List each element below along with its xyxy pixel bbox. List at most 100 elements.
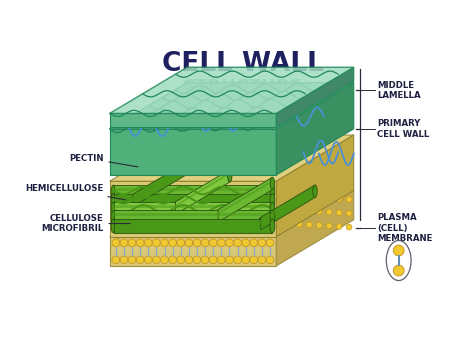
Circle shape (234, 256, 241, 264)
Circle shape (120, 256, 128, 264)
Polygon shape (276, 190, 354, 266)
Polygon shape (276, 83, 354, 175)
Circle shape (346, 197, 352, 202)
Circle shape (169, 256, 176, 264)
Circle shape (161, 256, 168, 264)
Ellipse shape (270, 219, 275, 233)
Circle shape (326, 209, 332, 215)
Polygon shape (261, 187, 315, 222)
Ellipse shape (131, 194, 135, 207)
Circle shape (234, 239, 241, 247)
Polygon shape (113, 202, 273, 216)
Circle shape (145, 256, 152, 264)
Polygon shape (113, 205, 273, 208)
Text: PRIMARY
CELL WALL: PRIMARY CELL WALL (377, 119, 429, 138)
Circle shape (316, 223, 322, 228)
Ellipse shape (270, 211, 275, 224)
Polygon shape (113, 185, 273, 199)
Circle shape (226, 239, 233, 247)
Polygon shape (175, 172, 230, 207)
Polygon shape (109, 83, 354, 129)
Circle shape (242, 239, 250, 247)
Circle shape (258, 256, 266, 264)
Circle shape (250, 239, 258, 247)
Ellipse shape (313, 185, 317, 197)
Circle shape (286, 221, 292, 226)
Circle shape (153, 256, 160, 264)
Polygon shape (175, 170, 230, 214)
Circle shape (250, 256, 258, 264)
Polygon shape (109, 181, 276, 237)
Circle shape (177, 256, 185, 264)
Circle shape (193, 239, 201, 247)
Circle shape (145, 239, 152, 247)
Circle shape (336, 210, 342, 215)
Ellipse shape (270, 177, 274, 190)
Ellipse shape (270, 202, 275, 216)
Circle shape (115, 232, 122, 238)
Ellipse shape (111, 202, 116, 216)
Circle shape (234, 211, 241, 217)
Circle shape (204, 216, 211, 223)
Polygon shape (109, 114, 276, 127)
Circle shape (128, 239, 136, 247)
Polygon shape (218, 177, 273, 222)
Circle shape (218, 256, 225, 264)
Polygon shape (113, 219, 273, 233)
Text: MIDDLE
LAMELLA: MIDDLE LAMELLA (377, 81, 420, 100)
Circle shape (153, 239, 160, 247)
Polygon shape (133, 164, 187, 199)
Circle shape (137, 256, 144, 264)
Circle shape (264, 206, 271, 212)
Ellipse shape (228, 170, 232, 182)
Circle shape (326, 223, 332, 229)
Circle shape (266, 239, 274, 247)
Ellipse shape (270, 185, 275, 199)
Polygon shape (113, 193, 273, 207)
Circle shape (316, 209, 322, 214)
Polygon shape (218, 180, 273, 215)
Text: STRUCTURE: STRUCTURE (183, 78, 303, 96)
Text: CELL WALL: CELL WALL (162, 51, 324, 77)
Circle shape (190, 219, 196, 225)
Circle shape (286, 193, 292, 199)
Circle shape (185, 239, 193, 247)
Ellipse shape (111, 185, 116, 199)
Polygon shape (113, 188, 273, 191)
Circle shape (201, 256, 209, 264)
Ellipse shape (111, 211, 116, 224)
Circle shape (294, 201, 300, 207)
Circle shape (137, 239, 144, 247)
Ellipse shape (185, 162, 189, 174)
Circle shape (177, 239, 185, 247)
Circle shape (130, 229, 137, 236)
Circle shape (120, 239, 128, 247)
Circle shape (346, 211, 352, 216)
Ellipse shape (216, 209, 220, 222)
Circle shape (276, 192, 282, 198)
Text: CELLULOSE
MICROFIBRIL: CELLULOSE MICROFIBRIL (41, 214, 130, 233)
Circle shape (393, 245, 404, 256)
Polygon shape (261, 185, 315, 230)
Circle shape (323, 195, 330, 202)
Circle shape (336, 224, 342, 229)
Ellipse shape (111, 219, 116, 233)
Circle shape (169, 239, 176, 247)
Circle shape (309, 198, 315, 204)
Polygon shape (276, 135, 354, 237)
Circle shape (249, 208, 255, 215)
Circle shape (145, 226, 152, 233)
Circle shape (242, 256, 250, 264)
Circle shape (316, 195, 322, 201)
Polygon shape (109, 135, 354, 181)
Circle shape (346, 224, 352, 230)
Polygon shape (113, 196, 273, 199)
Circle shape (306, 208, 312, 214)
Circle shape (185, 256, 193, 264)
Circle shape (393, 265, 404, 276)
Circle shape (306, 222, 312, 228)
Circle shape (279, 203, 285, 209)
Circle shape (286, 207, 292, 213)
Polygon shape (133, 162, 187, 207)
Ellipse shape (111, 193, 116, 207)
